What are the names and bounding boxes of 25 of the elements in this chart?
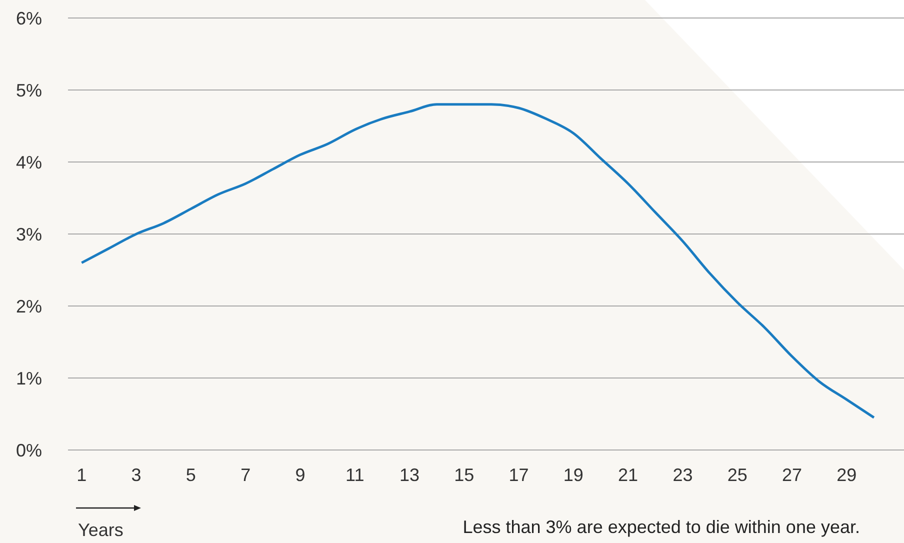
x-tick-label: 7 (240, 465, 251, 485)
x-tick-label: 25 (727, 465, 748, 485)
text: Less than 3% are expected to die within one year. (462, 517, 860, 537)
y-tick-label: 2% (16, 296, 42, 316)
x-tick-label: 5 (186, 465, 196, 485)
x-tick-label: 23 (672, 465, 693, 485)
x-tick-label: 21 (618, 465, 638, 485)
y-tick-label: 0% (16, 440, 42, 460)
line-series (80, 103, 876, 419)
x-tick-label: 29 (836, 465, 857, 485)
x-tick-label: 1 (76, 465, 87, 485)
x-tick-label: 3 (131, 465, 142, 485)
y-tick-label: 1% (16, 368, 42, 388)
x-tick-label: 11 (346, 465, 364, 485)
y-tick-label: 6% (16, 8, 42, 28)
x-tick-label: 19 (563, 465, 584, 485)
x-tick-label: 17 (508, 465, 529, 485)
x-tick-label: 13 (399, 465, 420, 485)
x-tick-label: 15 (454, 465, 474, 485)
y-tick-label: 3% (16, 224, 42, 244)
x-axis-title: Years (78, 520, 124, 540)
x-tick-label: 27 (782, 465, 802, 485)
y-tick-label: 4% (16, 152, 42, 172)
x-tick-label: 9 (295, 465, 306, 485)
y-tick-label: 5% (16, 80, 42, 100)
